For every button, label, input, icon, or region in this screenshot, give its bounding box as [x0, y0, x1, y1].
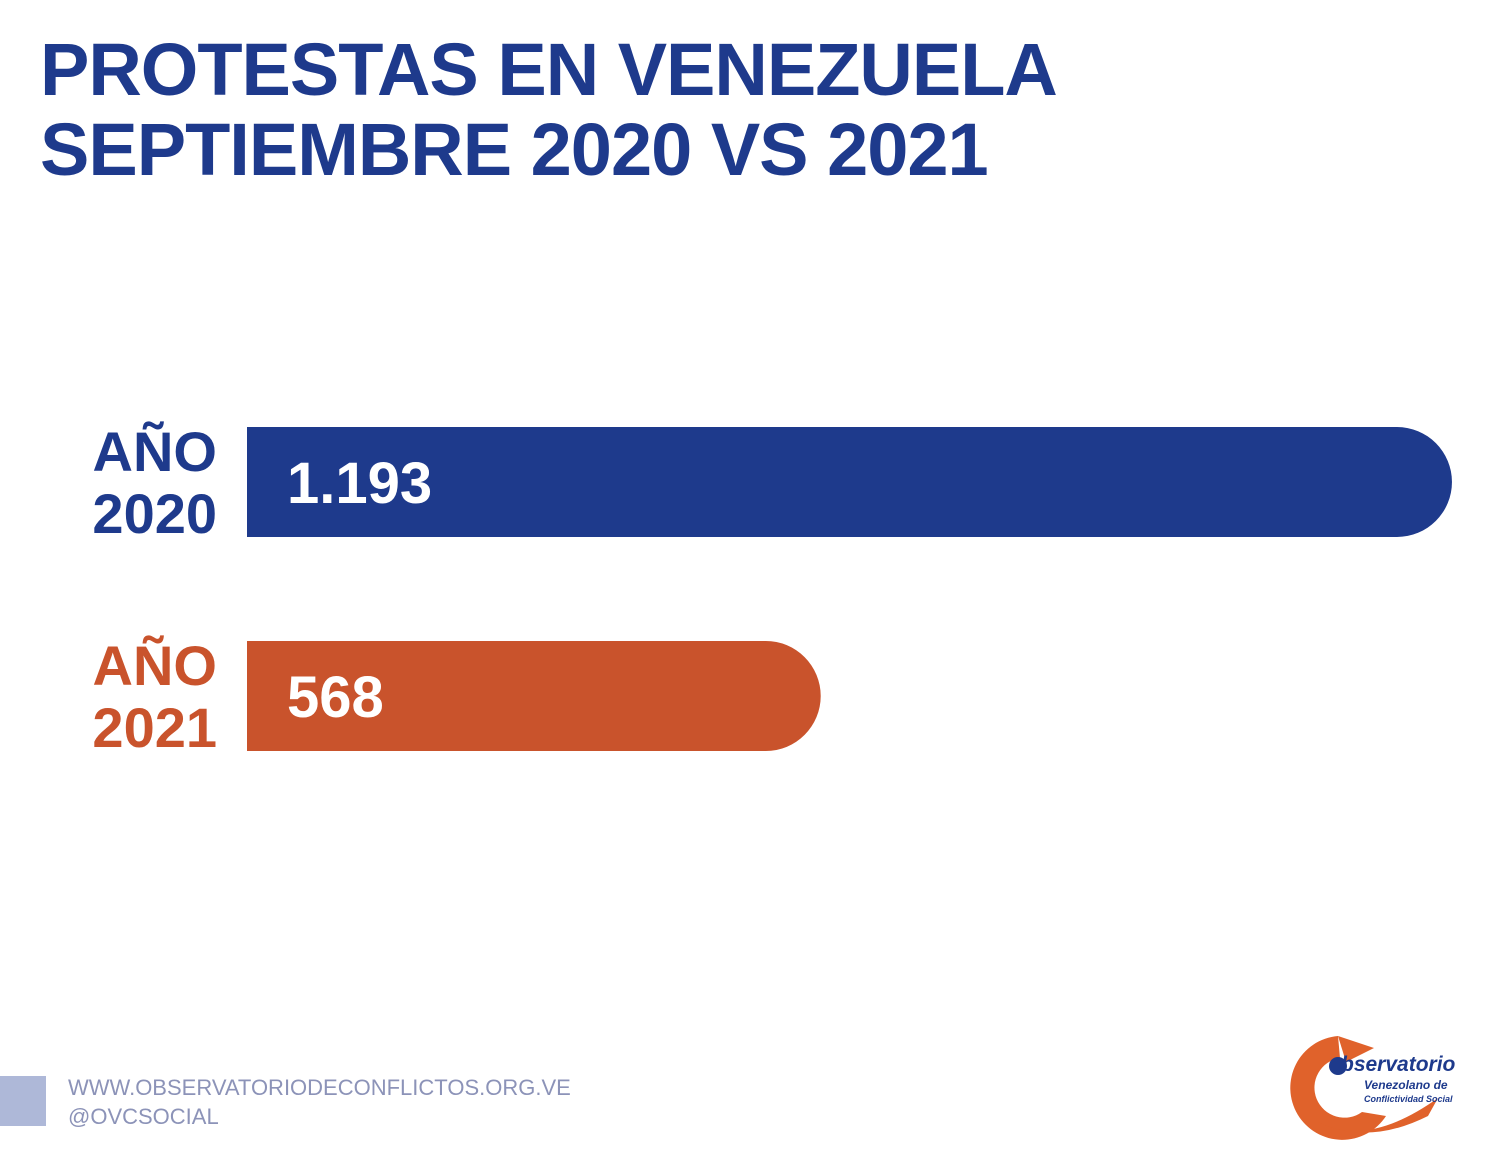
logo-subtitle-1: Venezolano de [1364, 1078, 1448, 1092]
bar-value-label: 1.193 [287, 451, 432, 516]
bar-2020 [247, 427, 1452, 537]
chart-title: PROTESTAS EN VENEZUELA SEPTIEMBRE 2020 V… [40, 30, 1240, 190]
bar-value-label: 568 [287, 665, 384, 730]
category-label-line-2: 2021 [92, 696, 217, 759]
chart-title-line-1: PROTESTAS EN VENEZUELA [40, 28, 1058, 111]
footer-website-link[interactable]: WWW.OBSERVATORIODECONFLICTOS.ORG.VE [68, 1075, 571, 1100]
footer-square-decoration [0, 1076, 46, 1126]
category-label-line-1: AÑO [93, 634, 217, 697]
category-label-line-1: AÑO [93, 420, 217, 483]
logo-subtitle-2: Conflictividad Social [1364, 1094, 1453, 1104]
chart-title-line-2: SEPTIEMBRE 2020 VS 2021 [40, 108, 989, 191]
logo-name: bservatorio [1341, 1053, 1456, 1076]
category-label-line-2: 2020 [92, 482, 217, 545]
bar-2021 [247, 641, 821, 751]
footer-social-handle[interactable]: @OVCSOCIAL [68, 1104, 219, 1129]
observatorio-logo-icon [1290, 1036, 1438, 1140]
